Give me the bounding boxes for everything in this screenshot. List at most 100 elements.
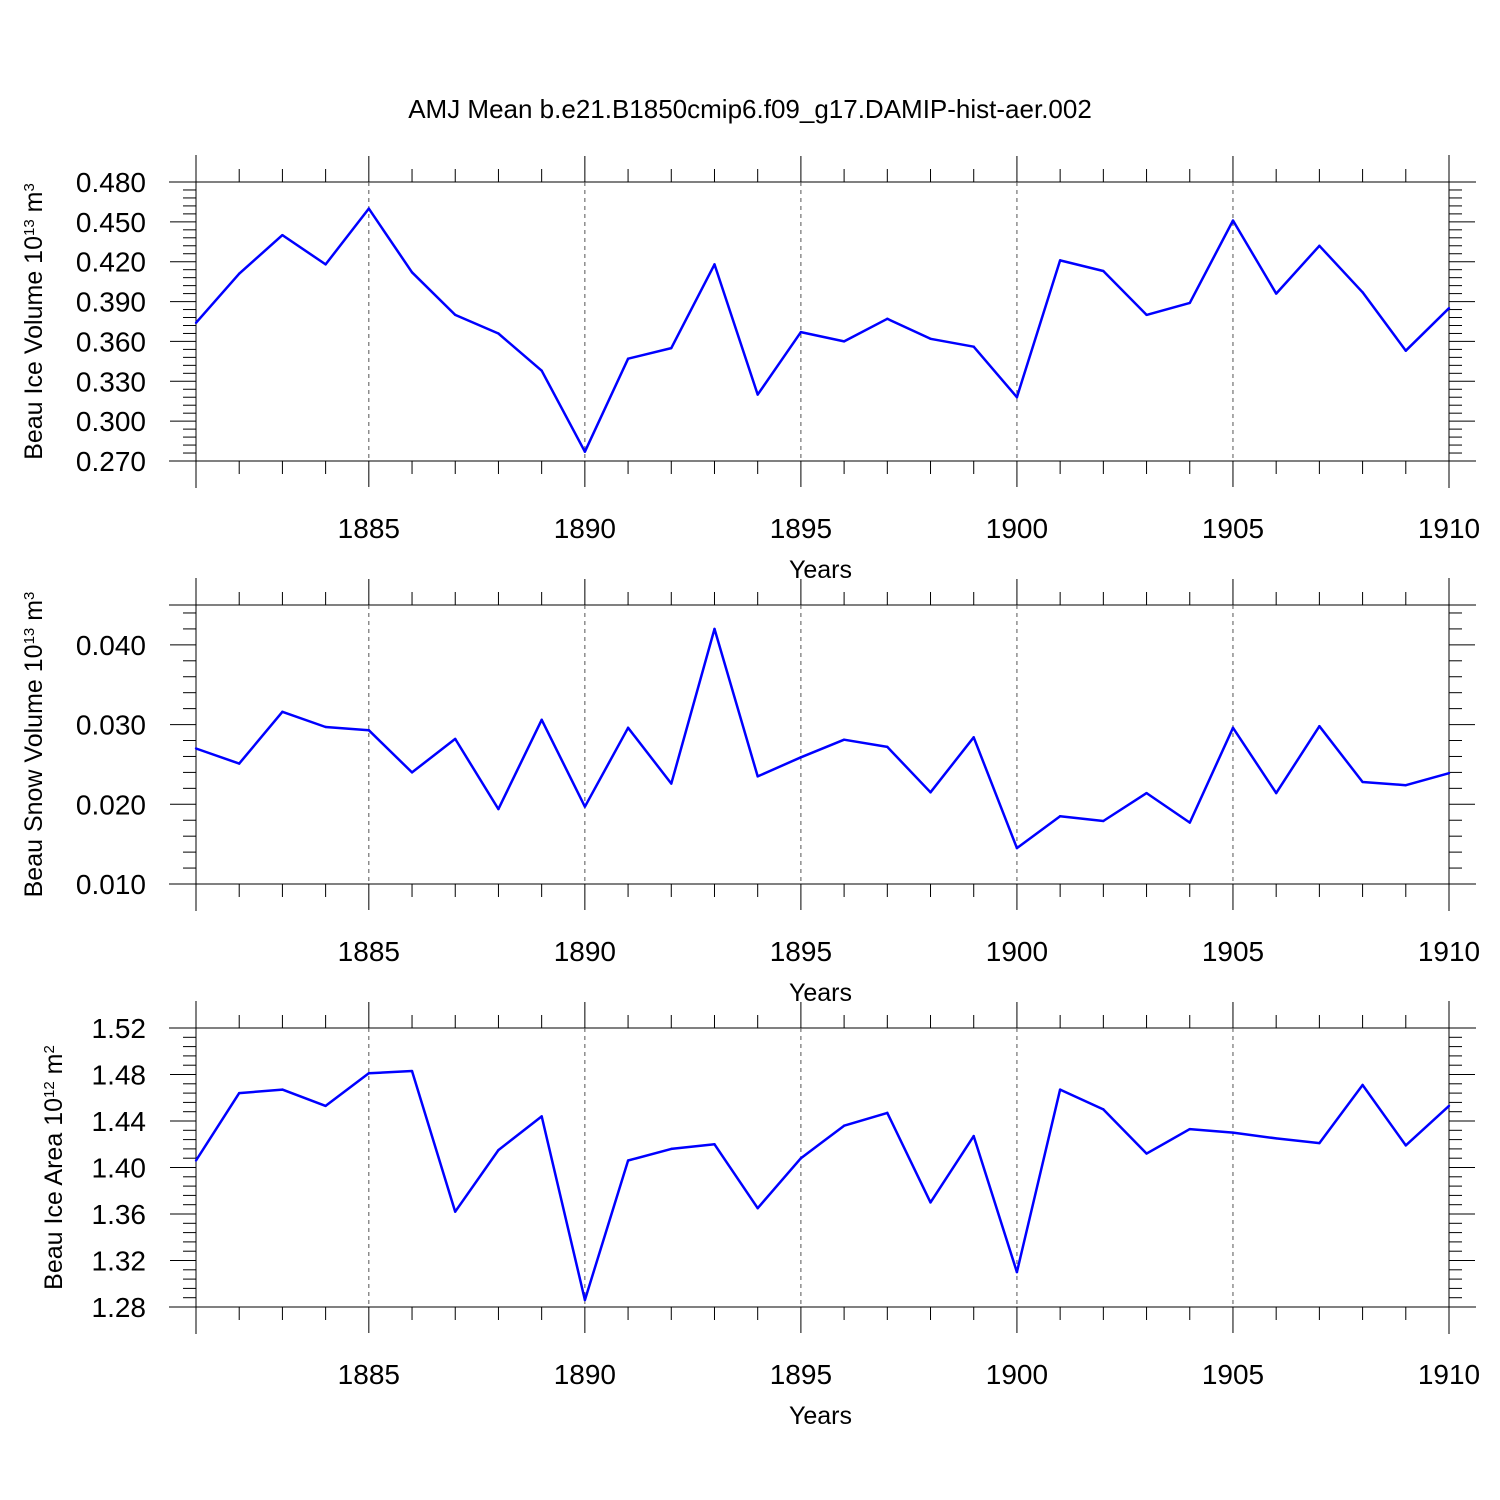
data-point [799, 756, 803, 759]
data-point [1231, 1131, 1235, 1134]
data-point [972, 1134, 975, 1138]
data-point [886, 1111, 889, 1115]
data-point [626, 357, 630, 360]
data-point [799, 330, 803, 334]
panel-2: 1885 1890 1895 1900 1905 1910 0.010 0.020 0.030 0… [20, 578, 1480, 1007]
x-tick-label: 1910 [1418, 1359, 1480, 1390]
y-tick-label: 1.32 [92, 1246, 147, 1277]
data-point [367, 1072, 371, 1075]
data-point [842, 340, 846, 343]
data-point [583, 450, 587, 453]
data-point [1318, 244, 1321, 247]
chart-title: AMJ Mean b.e21.B1850cmip6.f09_g17.DAMIP-… [408, 94, 1092, 124]
data-point [454, 1210, 457, 1213]
data-point [497, 332, 500, 335]
x-tick-label: 1895 [770, 1359, 832, 1390]
y-axis-title-part: m [20, 192, 48, 220]
y-axis-title-superscript: 12 [41, 1081, 58, 1098]
x-axis-title: Years [789, 556, 852, 584]
y-axis-title-part: Beau Ice Area 10 [40, 1098, 68, 1290]
y-tick-label: 0.330 [76, 366, 146, 397]
y-tick-label: 0.040 [76, 630, 146, 661]
data-point [1447, 771, 1451, 775]
data-point [454, 313, 457, 317]
data-point [1145, 791, 1148, 795]
data-point [1361, 1083, 1364, 1087]
data-point [238, 272, 241, 275]
y-tick-label: 0.030 [76, 710, 146, 741]
data-point [324, 725, 327, 729]
data-point [540, 369, 543, 372]
y-tick-label: 0.020 [76, 789, 146, 820]
series-line [194, 1069, 1450, 1302]
data-point [756, 393, 759, 396]
data-point [454, 737, 457, 741]
data-point [886, 317, 889, 321]
x-tick-label: 1905 [1202, 936, 1264, 967]
y-tick-label: 0.450 [76, 207, 146, 238]
x-tick-label: 1895 [770, 936, 832, 967]
data-point [626, 1159, 630, 1162]
data-point [756, 1206, 759, 1210]
y-axis-title-part: m [20, 600, 48, 628]
data-point [1274, 791, 1278, 795]
y-tick-label: 0.390 [76, 287, 146, 318]
data-point [410, 771, 414, 774]
data-point [972, 345, 975, 348]
data-point [670, 782, 673, 785]
data-point [324, 1104, 327, 1108]
data-point [1447, 1104, 1451, 1108]
y-axis-title-part: Beau Ice Volume 10 [20, 236, 48, 460]
y-axis-title-superscript: 3 [21, 183, 38, 191]
y-axis-title-superscript: 2 [41, 1045, 58, 1053]
y-tick-label: 0.010 [76, 869, 146, 900]
data-point [713, 1143, 716, 1146]
data-point [929, 791, 932, 794]
x-tick-label: 1910 [1418, 513, 1480, 544]
data-point [238, 1091, 241, 1095]
data-point [1361, 780, 1364, 784]
x-tick-label: 1905 [1202, 1359, 1264, 1390]
y-tick-label: 0.360 [76, 326, 146, 357]
data-point [1404, 783, 1407, 787]
data-point [238, 762, 241, 765]
data-point [1318, 1141, 1321, 1145]
panel-1: 1885 1890 1895 1900 1905 1910 0.270 0.300 0.330 0… [20, 155, 1480, 584]
x-tick-label: 1885 [338, 1359, 400, 1390]
x-tick-label: 1910 [1418, 936, 1480, 967]
data-point [799, 1157, 803, 1160]
panel-3: 1885 1890 1895 1900 1905 1910 1.28 1.32 1.36 1.40… [40, 1001, 1480, 1430]
data-point [281, 233, 284, 237]
x-axis-title: Years [789, 979, 852, 1007]
data-point [540, 1115, 543, 1118]
x-tick-label: 1900 [986, 513, 1048, 544]
x-tick-label: 1900 [986, 936, 1048, 967]
y-tick-label: 1.36 [92, 1199, 147, 1230]
x-tick-label: 1890 [554, 936, 616, 967]
data-point [497, 1148, 500, 1152]
data-point [842, 1124, 846, 1127]
data-point [929, 1201, 932, 1204]
data-point [1102, 269, 1105, 273]
data-point [1361, 291, 1364, 294]
data-point [1058, 1088, 1062, 1091]
data-point [1188, 821, 1191, 824]
data-point [1274, 292, 1278, 295]
y-tick-label: 0.270 [76, 446, 146, 477]
y-tick-label: 0.480 [76, 167, 146, 198]
data-point [670, 1147, 673, 1151]
data-point [1145, 1152, 1148, 1155]
y-axis-title-part: Beau Snow Volume 10 [20, 644, 48, 897]
data-point [1015, 396, 1019, 399]
y-tick-label: 1.28 [92, 1292, 147, 1323]
data-point [194, 1159, 198, 1162]
data-point [1231, 219, 1235, 222]
data-point [713, 263, 716, 266]
series-line [195, 627, 1450, 850]
data-point [281, 1088, 284, 1091]
x-tick-label: 1885 [338, 513, 400, 544]
data-point [367, 728, 371, 732]
x-tick-label: 1885 [338, 936, 400, 967]
y-tick-label: 1.44 [92, 1106, 147, 1137]
